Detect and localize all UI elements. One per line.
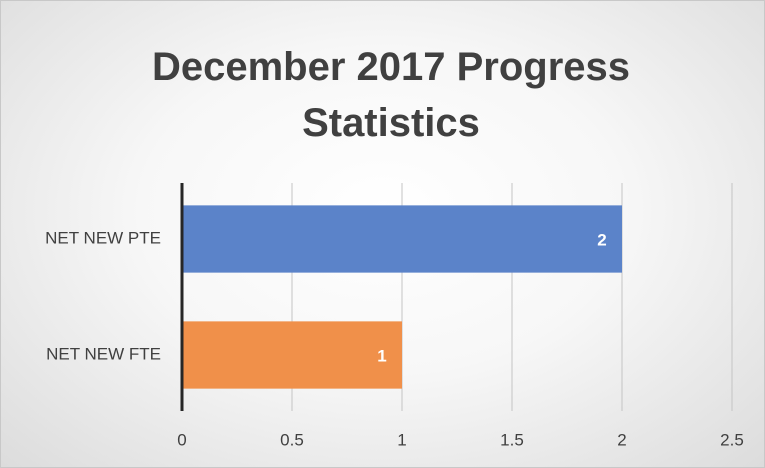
x-tick-label: 0.5 bbox=[280, 430, 304, 449]
x-tick-label: 1 bbox=[397, 430, 406, 449]
x-tick-label: 0 bbox=[177, 430, 186, 449]
bar bbox=[182, 321, 402, 389]
x-tick-label: 1.5 bbox=[500, 430, 524, 449]
data-label: 1 bbox=[377, 346, 386, 365]
y-tick-label: NET NEW PTE bbox=[45, 228, 161, 247]
x-tick-label: 2.5 bbox=[720, 430, 744, 449]
chart-title: December 2017 Progress Statistics bbox=[151, 45, 631, 145]
bar bbox=[182, 205, 622, 273]
data-label: 2 bbox=[597, 230, 606, 249]
y-tick-label: NET NEW FTE bbox=[46, 344, 161, 363]
x-tick-label: 2 bbox=[617, 430, 626, 449]
